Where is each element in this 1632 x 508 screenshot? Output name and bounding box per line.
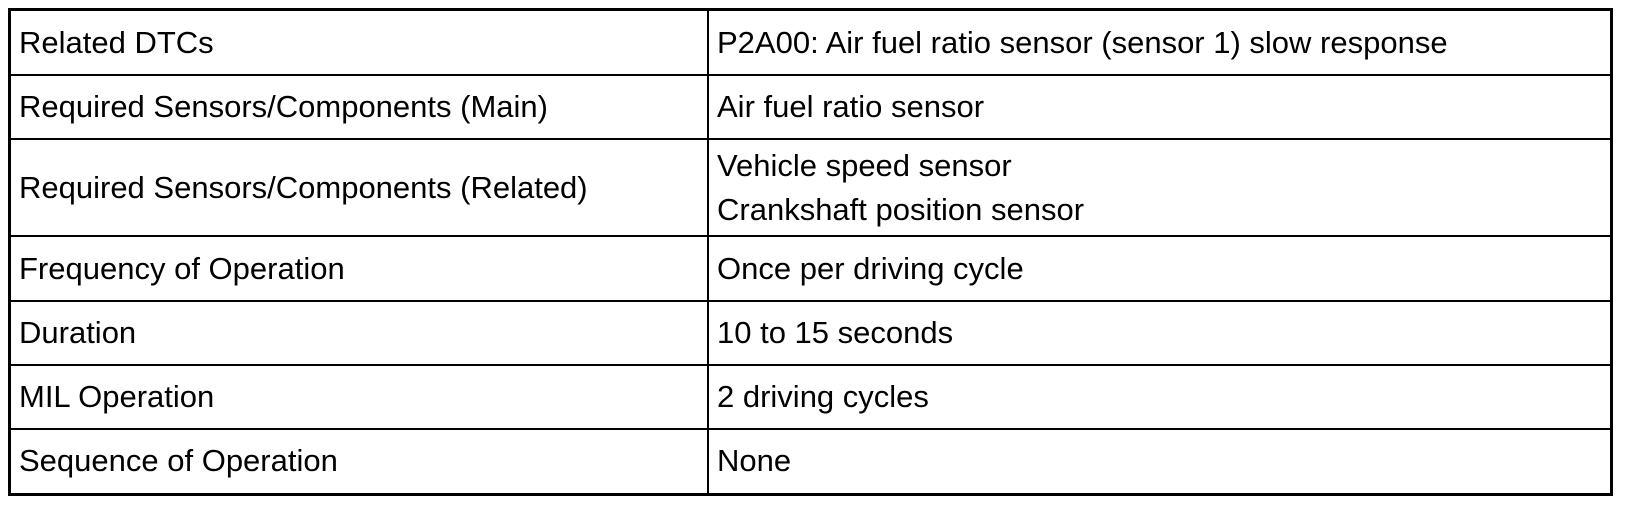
row-value-mil-operation: 2 driving cycles	[707, 363, 1610, 430]
table-row: MIL Operation 2 driving cycles	[11, 363, 1610, 430]
value-line: Once per driving cycle	[717, 250, 1024, 286]
table-row: Frequency of Operation Once per driving …	[11, 235, 1610, 302]
value-line: P2A00: Air fuel ratio sensor (sensor 1) …	[717, 24, 1448, 60]
row-label-related-components: Required Sensors/Components (Related)	[11, 138, 709, 238]
value-line: None	[717, 443, 792, 479]
table-row: Required Sensors/Components (Related) Ve…	[11, 138, 1610, 238]
monitor-spec-table: Related DTCs P2A00: Air fuel ratio senso…	[11, 11, 1610, 493]
table-row: Duration 10 to 15 seconds	[11, 299, 1610, 366]
row-value-sequence: None	[707, 427, 1610, 493]
row-value-related-components: Vehicle speed sensor Crankshaft position…	[707, 138, 1610, 238]
row-label-main-components: Required Sensors/Components (Main)	[11, 74, 709, 141]
table-row: Related DTCs P2A00: Air fuel ratio senso…	[11, 11, 1610, 77]
row-value-related-dtcs: P2A00: Air fuel ratio sensor (sensor 1) …	[707, 11, 1610, 77]
value-line: Crankshaft position sensor	[717, 191, 1085, 227]
value-line: Vehicle speed sensor	[717, 147, 1012, 183]
table-row: Required Sensors/Components (Main) Air f…	[11, 74, 1610, 141]
row-label-mil-operation: MIL Operation	[11, 363, 709, 430]
value-line: 2 driving cycles	[717, 378, 929, 414]
monitor-spec-table-frame: Related DTCs P2A00: Air fuel ratio senso…	[8, 8, 1613, 496]
value-line: 10 to 15 seconds	[717, 314, 954, 350]
row-value-frequency: Once per driving cycle	[707, 235, 1610, 302]
table-row: Sequence of Operation None	[11, 427, 1610, 493]
value-line: Air fuel ratio sensor	[717, 89, 985, 125]
row-label-duration: Duration	[11, 299, 709, 366]
row-label-frequency: Frequency of Operation	[11, 235, 709, 302]
row-label-sequence: Sequence of Operation	[11, 427, 709, 493]
row-value-duration: 10 to 15 seconds	[707, 299, 1610, 366]
row-label-related-dtcs: Related DTCs	[11, 11, 709, 77]
row-value-main-components: Air fuel ratio sensor	[707, 74, 1610, 141]
